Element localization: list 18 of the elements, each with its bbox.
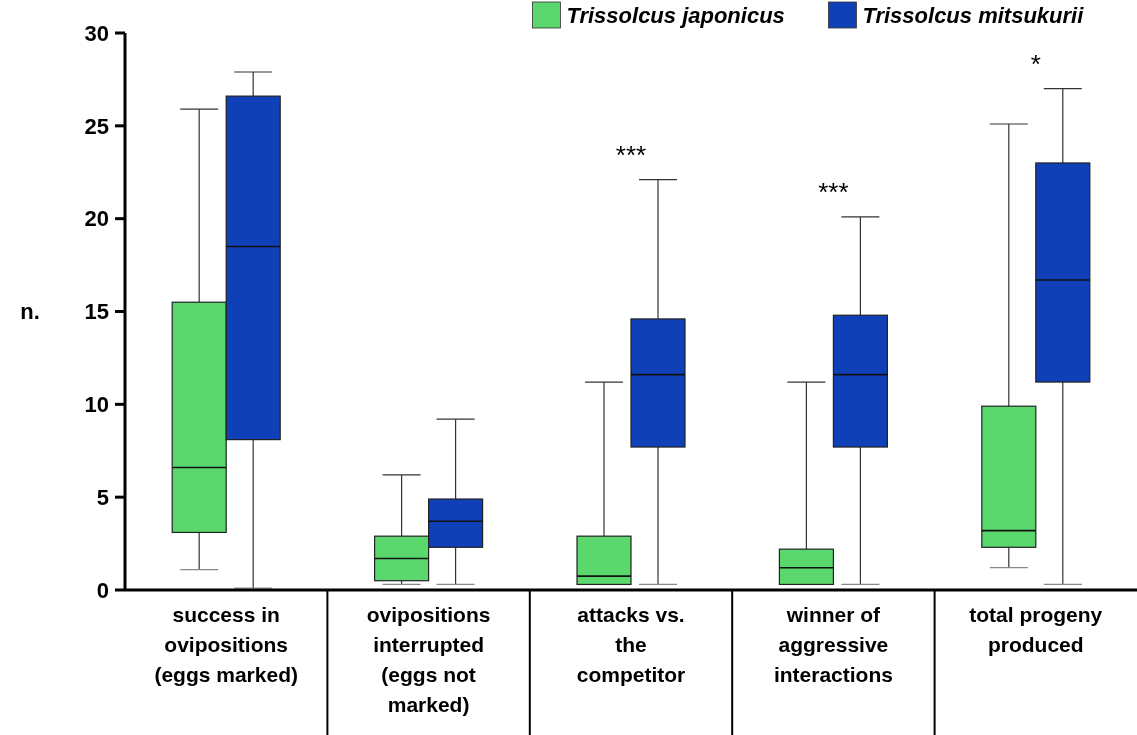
annotation: * <box>1030 48 1041 79</box>
y-axis-title: n. <box>20 299 40 325</box>
legend-label: Trissolcus japonicus <box>566 2 785 28</box>
x-tick-label: winner of aggressive interactions <box>773 603 893 686</box>
x-tick-label: success in ovipositions (eggs marked) <box>154 603 298 686</box>
y-tick-label: 5 <box>96 484 109 510</box>
x-tick-label: ovipositions interrupted (eggs not marked) <box>366 603 491 716</box>
x-tick-label: total progeny produced <box>969 603 1103 656</box>
y-tick-label: 25 <box>84 113 109 139</box>
y-tick-label: 0 <box>96 577 109 603</box>
y-tick-label: 15 <box>84 299 109 325</box>
y-tick-label: 20 <box>84 206 109 232</box>
y-tick-label: 30 <box>84 20 109 46</box>
annotation: *** <box>615 139 647 170</box>
y-tick-label: 10 <box>84 392 109 418</box>
x-tick-label: attacks vs. the competitor <box>576 603 686 686</box>
legend-label: Trissolcus mitsukurii <box>862 2 1085 28</box>
annotation: *** <box>818 176 849 207</box>
